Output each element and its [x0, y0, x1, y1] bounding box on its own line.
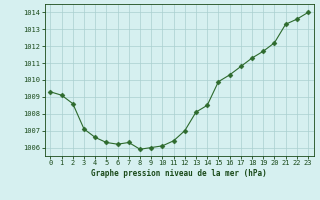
X-axis label: Graphe pression niveau de la mer (hPa): Graphe pression niveau de la mer (hPa): [91, 169, 267, 178]
